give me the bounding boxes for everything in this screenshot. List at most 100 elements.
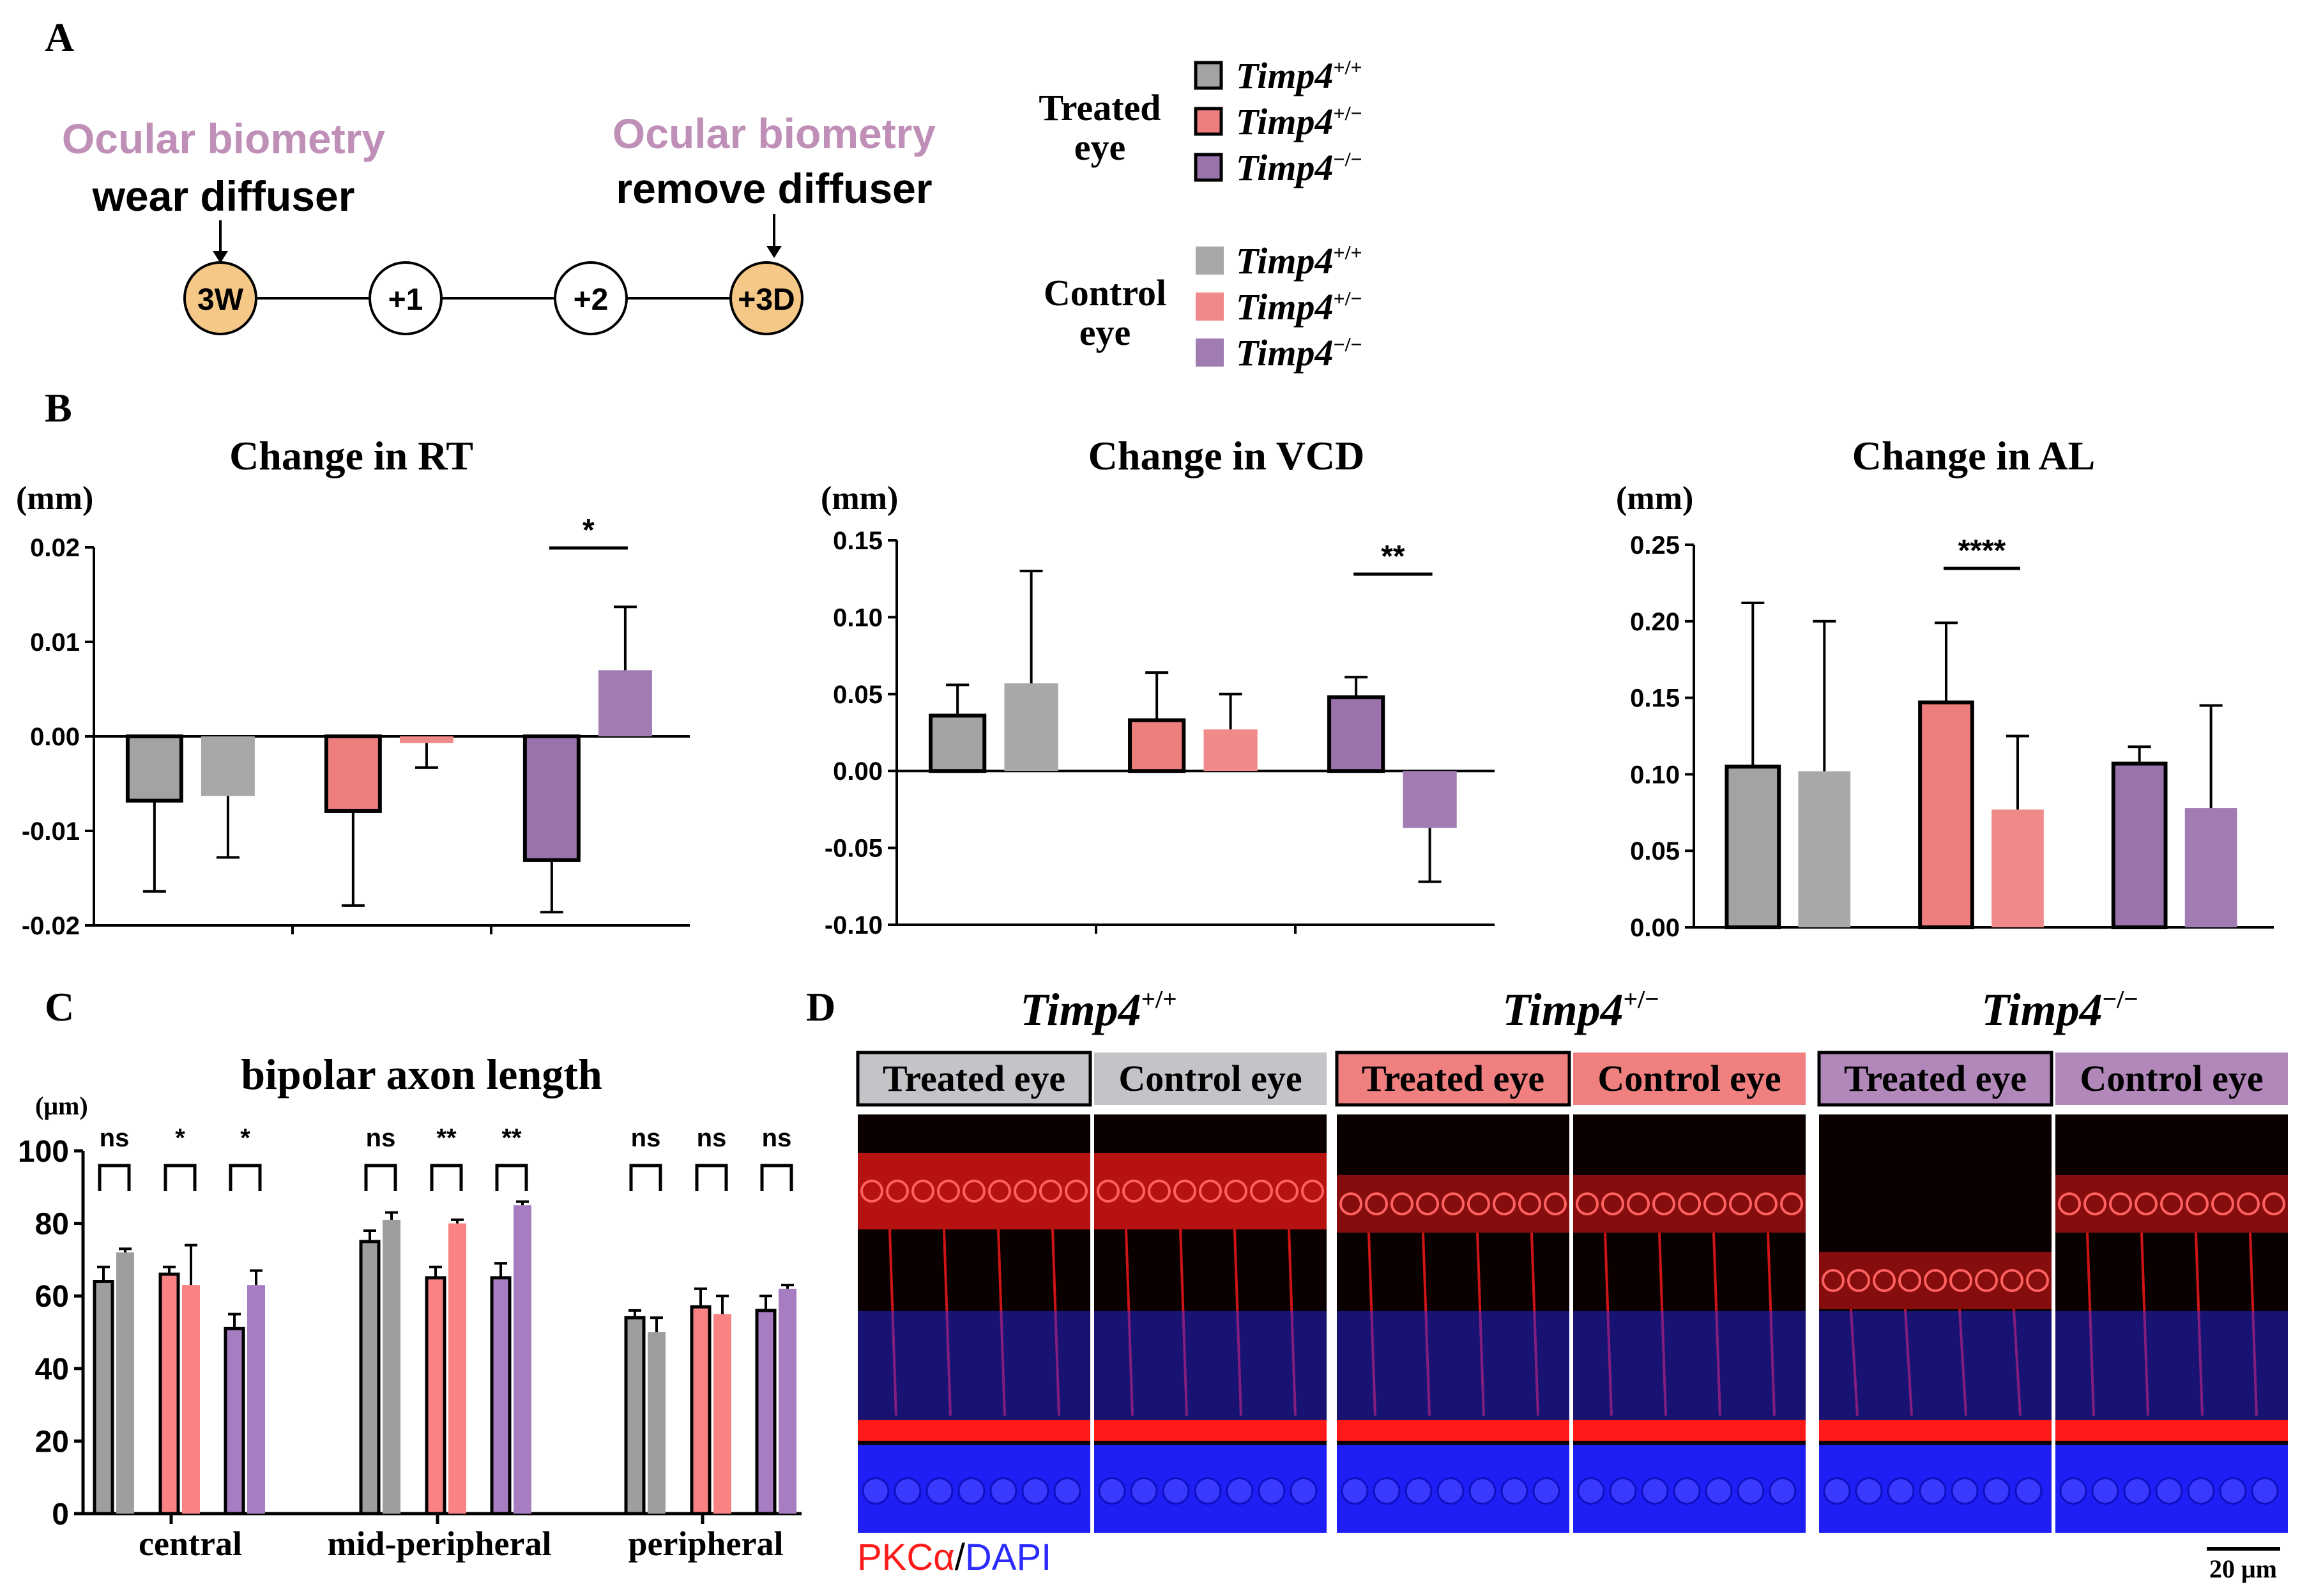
significance-bracket [98, 1164, 131, 1191]
bar-control [1004, 683, 1058, 771]
panel-d-letter: D [806, 984, 835, 1030]
significance-label: **** [1958, 534, 2006, 568]
legend-treated-genotype-1: Timp4+/− [1236, 101, 1362, 142]
legend-treated-genotype-2-base: Timp4 [1236, 147, 1334, 188]
chart-title: bipolar axon length [241, 1050, 602, 1098]
x-category-label: peripheral [628, 1524, 784, 1563]
legend-swatch-treated-2 [1194, 153, 1223, 182]
pkc-cell-body [1467, 1192, 1490, 1215]
significance-label: ns [697, 1124, 727, 1152]
pkc-cell-body [1097, 1180, 1120, 1203]
legend-control-genotype-0-base: Timp4 [1236, 240, 1334, 282]
bar-treated [158, 1272, 180, 1516]
scale-bar-label: 20 μm [2209, 1554, 2277, 1583]
pkc-terminal-layer [1094, 1420, 1327, 1441]
y-tick-label: 0.05 [1630, 837, 1680, 865]
bar-control [182, 1285, 200, 1514]
genotype-heading-0-base: Timp4 [1020, 984, 1141, 1035]
dapi-nucleus [1021, 1477, 1049, 1505]
pkc-cell-body [2160, 1192, 2183, 1215]
right-arrow-head [766, 246, 782, 258]
treated-eye-label-box [1817, 1051, 2053, 1107]
bar-control [399, 736, 453, 743]
pkc-cell-body [2237, 1192, 2260, 1215]
pkc-axon [1850, 1309, 1859, 1416]
y-tick-label: 0 [52, 1498, 69, 1531]
control-eye-label: Control eye [1118, 1058, 1302, 1099]
dapi-nucleus [1919, 1477, 1947, 1505]
pkc-cell-body [2026, 1269, 2049, 1292]
bar-treated [490, 1276, 512, 1516]
dapi-nucleus [1341, 1477, 1369, 1505]
x-category-label: mid-peripheral [328, 1524, 552, 1563]
bar-treated [624, 1316, 646, 1516]
dapi-nucleus [1468, 1477, 1497, 1505]
dapi-nucleus [1053, 1477, 1081, 1505]
dapi-nucleus [862, 1477, 890, 1505]
y-tick-label: 0.05 [833, 681, 883, 709]
dapi-stain-label: DAPI [965, 1537, 1051, 1578]
dapi-nucleus [2014, 1477, 2043, 1505]
stain-separator: / [955, 1537, 966, 1578]
pkc-axon [1476, 1232, 1485, 1416]
chart-change-in-rt: Change in RT (mm) 0.02 0.01 0.00 -0.01 -0.02 * [16, 433, 690, 940]
pkc-axon [997, 1229, 1006, 1416]
y-axis-unit: (μm) [35, 1091, 88, 1120]
y-tick-label: 0.01 [30, 628, 80, 657]
pkc-cell-body [1949, 1269, 1972, 1292]
pkc-cell-body [1873, 1269, 1896, 1292]
legend: Treated eye Control eye Timp4+/+Timp4+/+… [1039, 55, 1362, 374]
pkc-cell-body [1039, 1180, 1062, 1203]
y-tick-label: 0.02 [30, 534, 80, 562]
dapi-nucleus [1436, 1477, 1465, 1505]
pkc-cell-layer [1573, 1175, 1806, 1233]
control-eye-label-box [1573, 1053, 1806, 1105]
legend-control-genotype-1: Timp4+/− [1236, 286, 1362, 328]
genotype-heading-0-superscript: +/+ [1141, 985, 1177, 1014]
genotype-heading-0: Timp4+/+ [1020, 984, 1177, 1035]
timeline-node-3d [729, 261, 803, 335]
treated-eye-label: Treated eye [883, 1058, 1065, 1099]
pkc-cell-body [1652, 1192, 1675, 1215]
bar-control [2184, 808, 2237, 927]
pkc-cell-layer [1337, 1175, 1569, 1233]
dapi-nucleus [1951, 1477, 1979, 1505]
panel-d-micrographs: Timp4+/+Treated eye Control eyeTimp4+/−Tr… [856, 984, 2288, 1583]
pkc-axon [1233, 1229, 1242, 1416]
significance-label: * [175, 1124, 185, 1152]
dapi-nucleus [1609, 1477, 1637, 1505]
pkc-terminal-layer [858, 1420, 1090, 1441]
significance-bracket [364, 1164, 397, 1191]
pkc-cell-body [2109, 1192, 2132, 1215]
pkc-cell-body [1544, 1192, 1567, 1215]
dapi-nucleus [1290, 1477, 1318, 1505]
legend-treated-genotype-0-base: Timp4 [1236, 55, 1334, 96]
y-tick-label: 0.10 [833, 604, 883, 632]
dapi-nucleus [2059, 1477, 2087, 1505]
pkc-axon [1604, 1232, 1613, 1416]
dapi-nucleus [2187, 1477, 2215, 1505]
legend-control-genotype-0: Timp4+/+ [1236, 240, 1362, 282]
legend-control-genotype-1-superscript: +/− [1334, 287, 1362, 310]
genotype-heading-2-superscript: −/− [2103, 985, 2138, 1014]
pkc-cell-body [1518, 1192, 1541, 1215]
pkc-cell-body [2058, 1192, 2081, 1215]
pkc-terminal-layer [2055, 1420, 2288, 1441]
y-axis-unit: (mm) [821, 480, 898, 517]
dapi-inner-layer [1094, 1311, 1327, 1420]
pkc-cell-body [1250, 1180, 1273, 1203]
y-tick-label: 0.15 [1630, 685, 1680, 713]
dapi-nucleus [1098, 1477, 1126, 1505]
chart-change-in-al: Change in AL (mm) 0.25 0.20 0.15 0.10 0.05 0.00… [1616, 433, 2274, 942]
pkc-terminal-layer [1819, 1420, 2052, 1441]
legend-treated-genotype-2-superscript: −/− [1334, 148, 1362, 171]
bar-control [1203, 729, 1258, 771]
bar-control [116, 1252, 134, 1514]
bar-treated [93, 1279, 114, 1516]
y-tick-label: 60 [35, 1280, 69, 1314]
bar-control [247, 1285, 265, 1514]
genotype-heading-2-base: Timp4 [1981, 984, 2102, 1035]
control-eye-label-box [1094, 1053, 1327, 1105]
bar-control [1992, 809, 2044, 927]
pkc-cell-body [1627, 1192, 1650, 1215]
